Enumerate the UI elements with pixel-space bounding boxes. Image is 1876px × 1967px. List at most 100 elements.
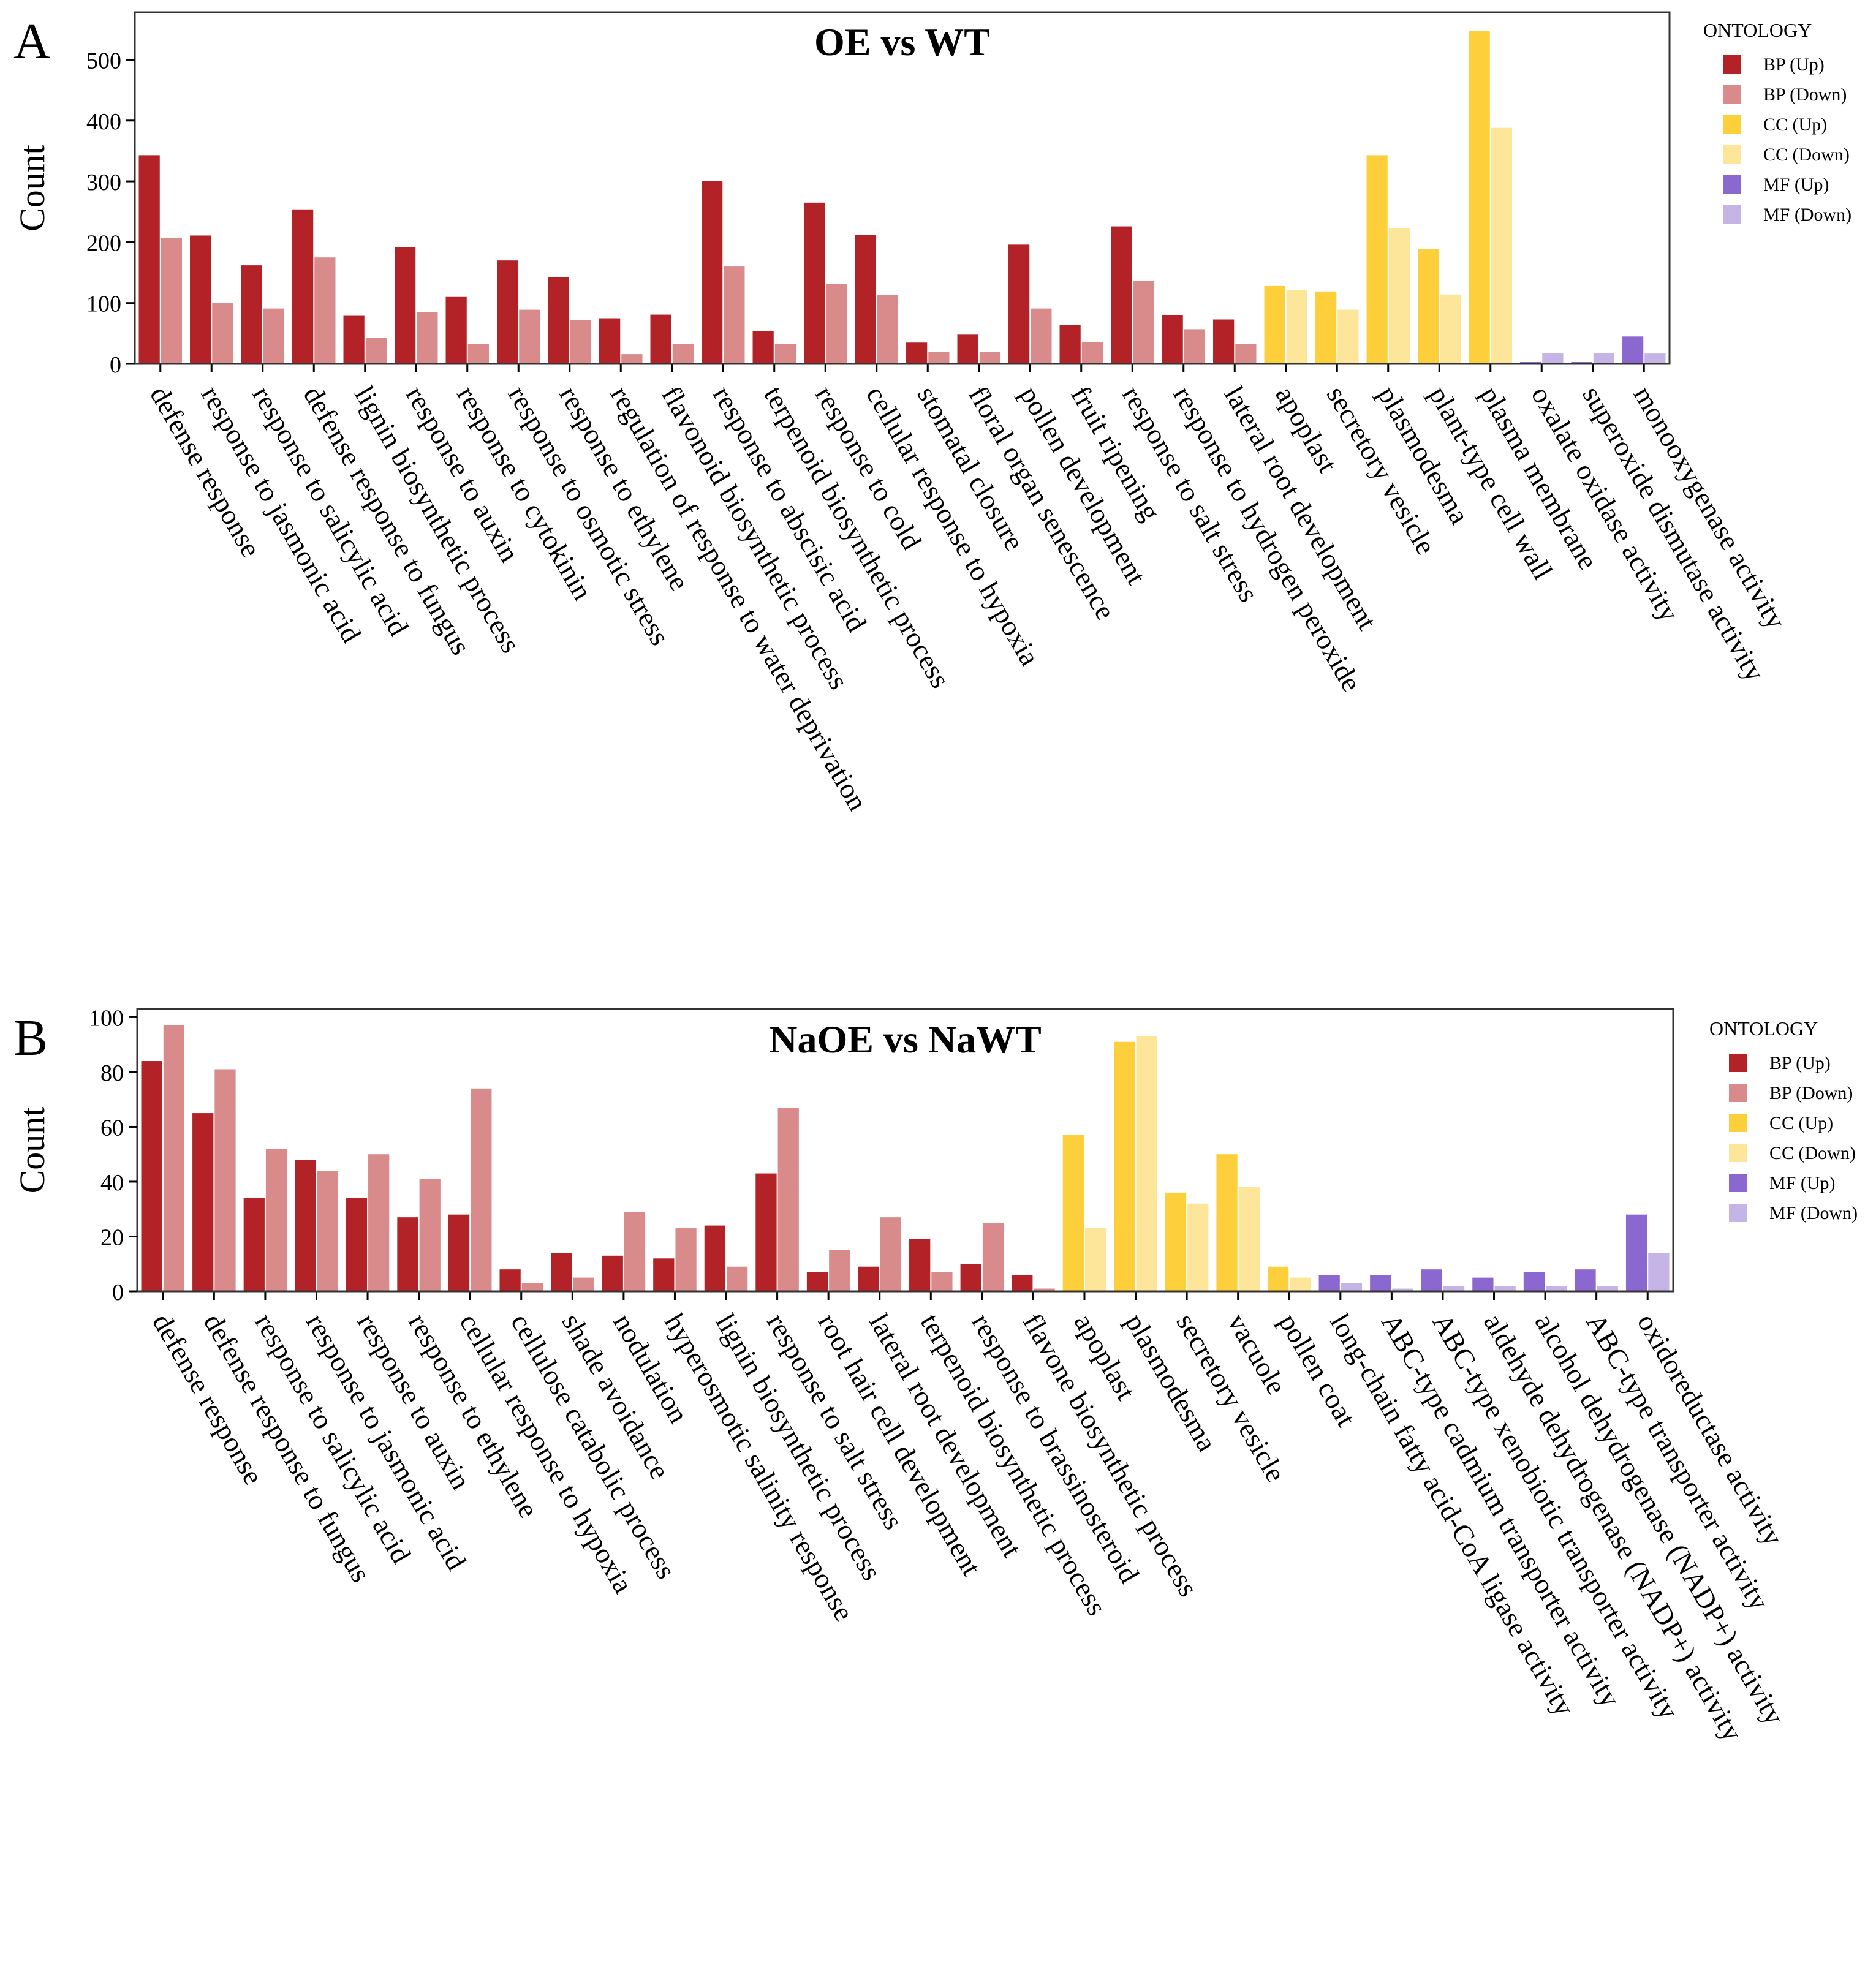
bar-cc-up [1469,31,1490,364]
bar-bp-up [755,1173,777,1291]
bar-bp-down [829,1250,850,1291]
bar-mf-down [1443,1286,1465,1291]
legend-swatch [1729,1174,1747,1192]
bar-bp-up [1059,325,1081,364]
bar-bp-down [1184,329,1205,364]
bar-bp-up [292,209,314,364]
legend-swatch [1723,85,1741,104]
bar-bp-up [138,155,160,364]
bar-bp-down [1235,344,1257,364]
legend-swatch [1723,205,1741,224]
legend: ONTOLOGY BP (Up) BP (Down) CC (Up) CC (Down)… [1709,1017,1858,1223]
y-tick-label: 100 [86,292,121,317]
bar-cc-up [1315,291,1337,364]
legend-label: MF (Up) [1763,175,1829,195]
legend-swatch [1723,175,1741,194]
plot-frame [136,1008,1674,1293]
bar-cc-down [1337,309,1359,364]
bar-bp-down [212,303,233,364]
plot-frame [134,11,1671,365]
legend-label: BP (Up) [1763,55,1825,75]
bar-mf-up [1622,336,1644,364]
bar-mf-down [1392,1288,1413,1291]
bar-bp-up [190,235,211,364]
y-tick-label: 100 [89,1005,124,1031]
bar-bp-down [163,1025,185,1291]
bar-mf-up [1472,1277,1494,1291]
bar-mf-down [1593,353,1614,364]
bar-bp-up [241,265,262,364]
bar-bp-down [1081,342,1103,364]
bar-bp-up [653,1258,675,1291]
bar-bp-down [1133,281,1154,364]
bar-bp-down [982,1223,1004,1291]
bar-bp-down [161,238,182,364]
bar-bp-up [343,315,365,364]
bar-bp-down [265,1149,287,1291]
bar-bp-down [621,354,643,364]
bar-bp-down [672,344,694,364]
bar-bp-down [570,320,591,364]
y-tick-label: 60 [100,1115,124,1141]
bar-mf-down [1597,1286,1618,1291]
bar-bp-up [909,1239,931,1291]
bar-bp-down [928,352,950,364]
bar-bp-down [979,352,1000,364]
bar-cc-up [1418,249,1439,364]
legend-label: MF (Up) [1769,1173,1836,1193]
y-tick-label: 80 [100,1060,124,1086]
bar-bp-down [1034,1288,1055,1291]
bar-bp-down [314,257,336,364]
bar-bp-down [573,1277,594,1291]
legend-label: MF (Down) [1763,205,1851,225]
bar-bp-down [368,1154,390,1291]
y-tick-label: 40 [100,1170,124,1196]
bar-bp-down [777,1108,799,1291]
bar-bp-down [214,1069,236,1291]
bar-cc-up [1216,1154,1238,1291]
bar-cc-down [1187,1203,1209,1291]
y-tick-label: 500 [86,48,121,74]
bar-bp-down [365,338,387,364]
bar-cc-down [1440,294,1461,364]
bar-bp-up [346,1198,368,1291]
bar-bp-down [471,1088,492,1291]
bar-bp-up [702,181,723,364]
bar-bp-up [192,1113,214,1291]
bar-mf-up [1575,1269,1596,1291]
bar-mf-down [1542,353,1564,364]
bar-cc-down [1388,228,1410,364]
bar-cc-up [1062,1135,1084,1291]
chart-title: OE vs WT [814,20,990,64]
bar-mf-up [1421,1269,1442,1291]
bar-bp-down [419,1179,441,1291]
bar-bp-up [1012,1275,1033,1291]
legend-swatch [1723,145,1741,164]
bar-bp-up [806,1272,828,1291]
bar-bp-up [1111,226,1132,364]
legend-label: BP (Down) [1769,1083,1853,1103]
bar-bp-down [521,1283,543,1291]
bar-bp-down [263,308,284,364]
bar-cc-up [1366,155,1388,364]
bar-bp-up [497,260,518,364]
bar-mf-down [1341,1283,1363,1291]
bar-bp-down [826,284,847,364]
legend-title: ONTOLOGY [1709,1017,1818,1040]
bar-bp-down [467,344,489,364]
bar-bp-up [445,296,467,364]
bar-bp-up [599,318,621,364]
legend-swatch [1729,1144,1747,1162]
legend-label: CC (Up) [1763,115,1827,135]
bar-mf-up [1523,1272,1545,1291]
legend-label: CC (Up) [1769,1113,1833,1133]
y-tick-label: 400 [86,109,121,135]
panel-letter: B [13,1010,48,1067]
bar-bp-up [295,1160,316,1291]
bar-bp-down [624,1212,646,1291]
legend-swatch [1729,1114,1747,1132]
bar-bp-up [752,331,774,364]
bar-mf-up [1370,1275,1391,1291]
bar-bp-up [804,202,825,364]
bar-bp-up [650,314,671,364]
